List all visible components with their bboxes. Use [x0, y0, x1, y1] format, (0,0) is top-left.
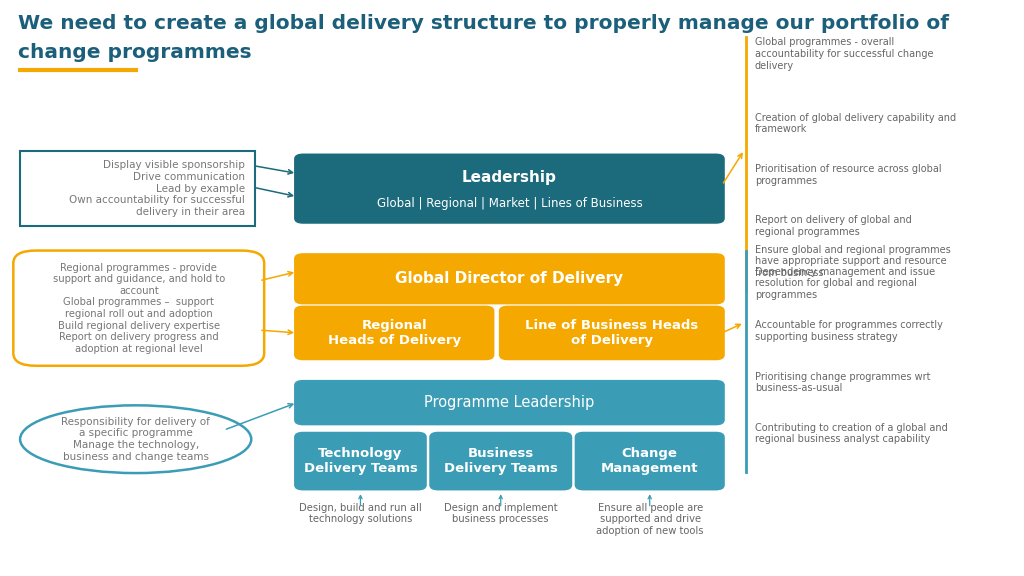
Text: Dependency management and issue
resolution for global and regional
programmes: Dependency management and issue resoluti… — [755, 267, 935, 300]
Text: Accountable for programmes correctly
supporting business strategy: Accountable for programmes correctly sup… — [755, 320, 942, 342]
FancyBboxPatch shape — [295, 254, 724, 304]
Text: Leadership: Leadership — [462, 170, 557, 185]
Text: Ensure all people are
supported and drive
adoption of new tools: Ensure all people are supported and driv… — [597, 503, 703, 536]
Text: Ensure global and regional programmes
have appropriate support and resource
from: Ensure global and regional programmes ha… — [755, 245, 950, 278]
Ellipse shape — [20, 406, 251, 473]
Text: Programme Leadership: Programme Leadership — [424, 395, 595, 410]
Text: Prioritising change programmes wrt
business-as-usual: Prioritising change programmes wrt busin… — [755, 372, 930, 393]
FancyBboxPatch shape — [575, 433, 724, 490]
Text: Report on delivery of global and
regional programmes: Report on delivery of global and regiona… — [755, 215, 911, 237]
Text: Line of Business Heads
of Delivery: Line of Business Heads of Delivery — [525, 319, 698, 347]
Text: Global Director of Delivery: Global Director of Delivery — [395, 271, 624, 286]
Text: Regional programmes - provide
support and guidance, and hold to
account
Global p: Regional programmes - provide support an… — [52, 263, 225, 354]
Text: Contributing to creation of a global and
regional business analyst capability: Contributing to creation of a global and… — [755, 423, 947, 445]
Text: change programmes: change programmes — [18, 43, 252, 62]
Text: Global programmes - overall
accountability for successful change
delivery: Global programmes - overall accountabili… — [755, 37, 933, 71]
FancyBboxPatch shape — [20, 151, 255, 226]
Text: Responsibility for delivery of
a specific programme
Manage the technology,
busin: Responsibility for delivery of a specifi… — [61, 417, 210, 461]
FancyBboxPatch shape — [295, 306, 494, 359]
Text: Business
Delivery Teams: Business Delivery Teams — [443, 447, 558, 475]
Text: Regional
Heads of Delivery: Regional Heads of Delivery — [328, 319, 461, 347]
Text: Design, build and run all
technology solutions: Design, build and run all technology sol… — [299, 503, 422, 524]
Text: We need to create a global delivery structure to properly manage our portfolio o: We need to create a global delivery stru… — [18, 14, 949, 33]
FancyBboxPatch shape — [13, 251, 264, 366]
Text: Display visible sponsorship
Drive communication
Lead by example
Own accountabili: Display visible sponsorship Drive commun… — [69, 161, 245, 217]
Text: Design and implement
business processes: Design and implement business processes — [444, 503, 557, 524]
FancyBboxPatch shape — [295, 381, 724, 425]
Text: Creation of global delivery capability and
framework: Creation of global delivery capability a… — [755, 113, 955, 135]
Text: Change
Management: Change Management — [601, 447, 698, 475]
Text: Prioritisation of resource across global
programmes: Prioritisation of resource across global… — [755, 164, 941, 185]
FancyBboxPatch shape — [295, 433, 426, 490]
Text: Global | Regional | Market | Lines of Business: Global | Regional | Market | Lines of Bu… — [377, 197, 642, 210]
FancyBboxPatch shape — [430, 433, 571, 490]
Text: Technology
Delivery Teams: Technology Delivery Teams — [303, 447, 418, 475]
FancyBboxPatch shape — [500, 306, 724, 359]
FancyBboxPatch shape — [295, 154, 724, 223]
